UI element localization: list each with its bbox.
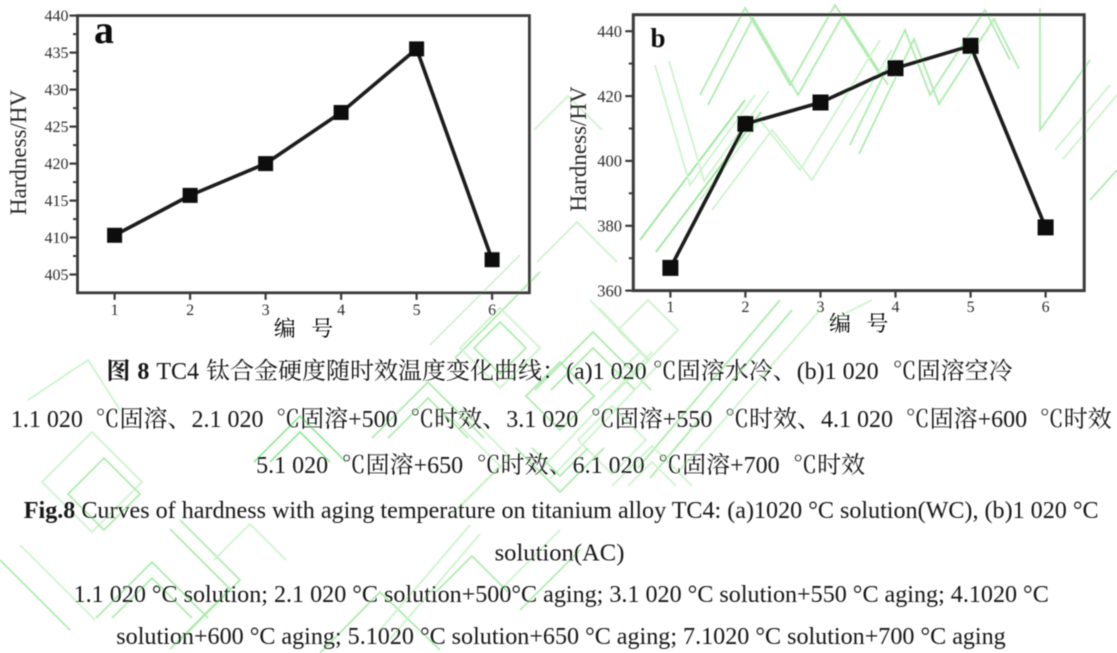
svg-text:Hardness/HV: Hardness/HV <box>6 90 31 216</box>
svg-text:1: 1 <box>666 299 674 316</box>
svg-text:4: 4 <box>892 299 900 316</box>
svg-text:3.1 020: 3.1 020 <box>506 407 578 433</box>
svg-text:5: 5 <box>413 302 421 319</box>
svg-text:6.1 020: 6.1 020 <box>573 453 645 479</box>
svg-text:5: 5 <box>967 299 975 316</box>
svg-text:3: 3 <box>262 302 270 319</box>
svg-text:435: 435 <box>45 45 69 62</box>
svg-text:380: 380 <box>597 217 622 236</box>
svg-text:(a)1 020: (a)1 020 <box>566 359 653 385</box>
svg-text:4: 4 <box>337 302 345 319</box>
svg-text:a: a <box>94 7 114 52</box>
svg-text:8: 8 <box>137 359 149 385</box>
svg-text:solution+600 °C aging; 5.1020: solution+600 °C aging; 5.1020 °C solutio… <box>116 624 1005 650</box>
svg-text:400: 400 <box>597 152 622 171</box>
svg-text:(b)1 020: (b)1 020 <box>797 359 879 385</box>
svg-text:+500: +500 <box>348 407 398 433</box>
svg-text:440: 440 <box>597 22 622 41</box>
svg-text:Fig.8: Fig.8 <box>24 498 76 524</box>
svg-text:440: 440 <box>45 8 69 25</box>
svg-text:420: 420 <box>45 156 69 173</box>
svg-text:6: 6 <box>488 302 496 319</box>
svg-text:410: 410 <box>45 230 69 247</box>
svg-text:+650: +650 <box>414 453 464 479</box>
svg-text:2: 2 <box>741 299 749 316</box>
svg-text:420: 420 <box>597 87 622 106</box>
svg-text:1.1 020 °C solution; 2.1 020 °: 1.1 020 °C solution; 2.1 020 °C solution… <box>74 582 1049 608</box>
svg-text:2.1 020: 2.1 020 <box>192 407 264 433</box>
svg-text:1: 1 <box>111 302 119 319</box>
svg-text:6: 6 <box>1042 299 1050 316</box>
svg-text:+550: +550 <box>663 407 713 433</box>
svg-text:425: 425 <box>45 119 69 136</box>
svg-text:5.1 020: 5.1 020 <box>256 453 328 479</box>
svg-text:b: b <box>651 23 666 53</box>
svg-text:solution(AC): solution(AC) <box>495 540 625 567</box>
svg-text:360: 360 <box>597 281 622 300</box>
svg-text:405: 405 <box>45 267 69 284</box>
svg-text:3: 3 <box>817 299 825 316</box>
svg-text:+600: +600 <box>978 407 1028 433</box>
svg-text:1.1 020: 1.1 020 <box>11 407 83 433</box>
svg-text:415: 415 <box>45 193 69 210</box>
svg-text:430: 430 <box>45 82 69 99</box>
svg-text:Hardness/HV: Hardness/HV <box>566 86 591 212</box>
svg-text:4.1 020: 4.1 020 <box>821 407 893 433</box>
svg-text:+700: +700 <box>730 453 780 479</box>
svg-text:Curves of hardness with aging: Curves of hardness with aging temperatur… <box>75 498 1098 524</box>
svg-text:TC4: TC4 <box>156 359 199 385</box>
svg-text:2: 2 <box>186 302 194 319</box>
